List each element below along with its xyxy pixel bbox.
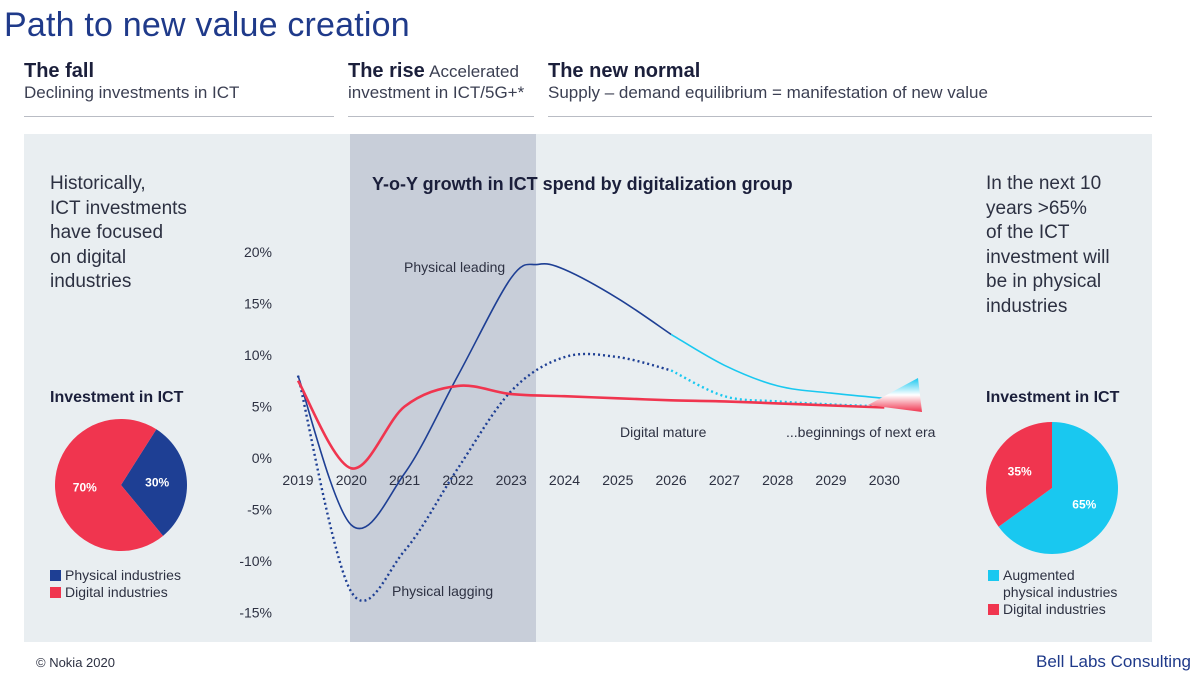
phase-new-normal: The new normal Supply – demand equilibri… xyxy=(548,60,1152,117)
phase-title: The new normal xyxy=(548,60,701,82)
y-tick-label: 5% xyxy=(252,399,272,415)
left-note-line: have focused xyxy=(50,222,164,243)
right-pie-title: Investment in ICT xyxy=(986,389,1120,406)
y-tick-label: 0% xyxy=(252,450,272,466)
right-note-line: be in physical xyxy=(986,271,1102,292)
copyright: © Nokia 2020 xyxy=(36,655,115,670)
right-note-line: In the next 10 xyxy=(986,173,1102,194)
chart-title: Y-o-Y growth in ICT spend by digitalizat… xyxy=(372,174,793,194)
phase-subtitle: investment in ICT/5G+* xyxy=(348,83,525,102)
legend-swatch xyxy=(988,570,999,581)
x-tick-label: 2026 xyxy=(656,472,687,488)
legend-item-digital: Digital industries xyxy=(50,584,181,601)
x-tick-label: 2027 xyxy=(709,472,740,488)
x-tick-label: 2022 xyxy=(442,472,473,488)
y-tick-label: 10% xyxy=(244,347,272,363)
series-line-physical-lagging-future xyxy=(670,369,885,408)
left-pie-title: Investment in ICT xyxy=(50,389,184,406)
right-note: In the next 10 years >65% of the ICT inv… xyxy=(986,172,1146,319)
x-tick-label: 2030 xyxy=(869,472,900,488)
pie-value-label: 65% xyxy=(1072,498,1096,512)
next-era-label: ...beginnings of next era xyxy=(786,424,936,440)
pie-slice-augmented-physical-industries xyxy=(998,422,1118,555)
legend-item-augmented: Augmented physical industries xyxy=(988,567,1117,601)
pie-slice-physical-industries xyxy=(121,429,187,536)
physical-leading-label: Physical leading xyxy=(404,259,505,275)
right-note-line: investment will xyxy=(986,246,1110,268)
x-tick-label: 2028 xyxy=(762,472,793,488)
x-tick-label: 2020 xyxy=(336,472,367,488)
x-tick-label: 2025 xyxy=(602,472,633,488)
left-note-line: on digital xyxy=(50,246,127,268)
legend-item-physical: Physical industries xyxy=(50,567,181,584)
phase-rise: The rise Accelerated investment in ICT/5… xyxy=(348,60,534,117)
series-line-physical-leading-future xyxy=(670,333,885,400)
legend-label: Augmented physical industries xyxy=(1003,567,1117,601)
phase-title: The rise xyxy=(348,60,425,82)
left-pie-legend: Physical industries Digital industries xyxy=(50,567,181,601)
page-title: Path to new value creation xyxy=(4,6,410,44)
legend-swatch xyxy=(50,587,61,598)
pie-value-label: 30% xyxy=(145,476,169,490)
left-note: Historically, ICT investments have focus… xyxy=(50,172,220,295)
y-tick-label: -15% xyxy=(239,605,272,621)
phase-subtitle: Supply – demand equilibrium = manifestat… xyxy=(548,83,988,102)
right-note-line: years >65% xyxy=(986,197,1087,219)
legend-swatch xyxy=(988,604,999,615)
x-tick-label: 2029 xyxy=(815,472,846,488)
legend-swatch xyxy=(50,570,61,581)
series-line-physical-leading xyxy=(297,263,672,530)
x-tick-label: 2023 xyxy=(496,472,527,488)
digital-mature-label: Digital mature xyxy=(620,424,707,440)
left-note-line: Historically, xyxy=(50,173,146,194)
legend-label: Physical industries xyxy=(65,567,181,583)
legend-item-digital: Digital industries xyxy=(988,601,1117,618)
x-tick-label: 2019 xyxy=(282,472,313,488)
series-line-digital-mature xyxy=(296,380,885,470)
physical-lagging-label: Physical lagging xyxy=(392,583,493,599)
legend-label: Digital industries xyxy=(1003,601,1106,617)
pie-value-label: 70% xyxy=(73,480,97,494)
next-era-arrow xyxy=(868,378,922,412)
pie-slice-digital-industries xyxy=(54,418,164,551)
y-tick-label: -10% xyxy=(239,553,272,569)
right-note-line: industries xyxy=(986,295,1068,317)
left-note-line: ICT investments xyxy=(50,197,187,219)
y-tick-label: 20% xyxy=(244,244,272,260)
right-pie-legend: Augmented physical industries Digital ind… xyxy=(988,567,1117,618)
phase-subtitle: Declining investments in ICT xyxy=(24,83,240,102)
pie-slice-digital-industries xyxy=(985,422,1052,527)
legend-label: Digital industries xyxy=(65,584,168,600)
series-line-physical-lagging xyxy=(296,352,672,602)
right-note-line: of the ICT xyxy=(986,222,1070,243)
phase-title: The fall xyxy=(24,60,95,82)
legend-label-line: Augmented xyxy=(1003,567,1075,583)
y-tick-label: -5% xyxy=(247,502,272,518)
left-note-line: industries xyxy=(50,271,132,292)
legend-label-line: physical industries xyxy=(1003,584,1118,600)
pie-value-label: 35% xyxy=(1008,465,1032,479)
chart-panel xyxy=(24,134,1152,642)
x-tick-label: 2024 xyxy=(549,472,580,488)
phase-fall: The fall Declining investments in ICT xyxy=(24,60,334,117)
phase-subtitle-inline: Accelerated xyxy=(429,62,519,81)
brand-name: Bell Labs Consulting xyxy=(1036,652,1191,671)
y-tick-label: 15% xyxy=(244,296,272,312)
